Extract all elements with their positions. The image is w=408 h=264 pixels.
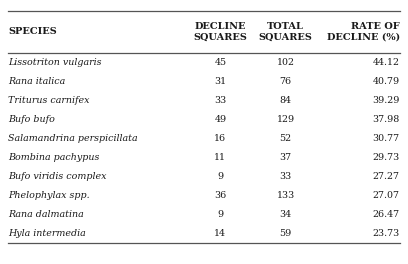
Text: 133: 133: [277, 191, 295, 200]
Text: 36: 36: [214, 191, 226, 200]
Text: Lissotriton vulgaris: Lissotriton vulgaris: [8, 58, 102, 67]
Text: 45: 45: [214, 58, 226, 67]
Text: 27.07: 27.07: [373, 191, 400, 200]
Text: Rana dalmatina: Rana dalmatina: [8, 210, 84, 219]
Text: SPECIES: SPECIES: [8, 27, 57, 36]
Text: 40.79: 40.79: [373, 77, 400, 86]
Text: 102: 102: [277, 58, 295, 67]
Text: Bufo bufo: Bufo bufo: [8, 115, 55, 124]
Text: 26.47: 26.47: [373, 210, 400, 219]
Text: 16: 16: [214, 134, 226, 143]
Text: 37: 37: [279, 153, 292, 162]
Text: 29.73: 29.73: [373, 153, 400, 162]
Text: 9: 9: [217, 210, 224, 219]
Text: 30.77: 30.77: [373, 134, 400, 143]
Text: 34: 34: [279, 210, 292, 219]
Text: Phelophylax spp.: Phelophylax spp.: [8, 191, 90, 200]
Text: Hyla intermedia: Hyla intermedia: [8, 229, 86, 238]
Text: Rana italica: Rana italica: [8, 77, 65, 86]
Text: 59: 59: [279, 229, 292, 238]
Text: 39.29: 39.29: [373, 96, 400, 105]
Text: 23.73: 23.73: [373, 229, 400, 238]
Text: 52: 52: [279, 134, 292, 143]
Text: 49: 49: [214, 115, 226, 124]
Text: 31: 31: [214, 77, 226, 86]
Text: Salamandrina perspicillata: Salamandrina perspicillata: [8, 134, 138, 143]
Text: Bufo viridis complex: Bufo viridis complex: [8, 172, 106, 181]
Text: 44.12: 44.12: [373, 58, 400, 67]
Text: 27.27: 27.27: [373, 172, 400, 181]
Text: 129: 129: [277, 115, 295, 124]
Text: TOTAL
SQUARES: TOTAL SQUARES: [259, 22, 313, 41]
Text: 14: 14: [214, 229, 226, 238]
Text: Triturus carnifex: Triturus carnifex: [8, 96, 90, 105]
Text: DECLINE
SQUARES: DECLINE SQUARES: [193, 22, 247, 41]
Text: 33: 33: [279, 172, 292, 181]
Text: Bombina pachypus: Bombina pachypus: [8, 153, 100, 162]
Text: 33: 33: [214, 96, 226, 105]
Text: RATE OF
DECLINE (%): RATE OF DECLINE (%): [327, 22, 400, 41]
Text: 11: 11: [214, 153, 226, 162]
Text: 76: 76: [279, 77, 292, 86]
Text: 84: 84: [279, 96, 292, 105]
Text: 9: 9: [217, 172, 224, 181]
Text: 37.98: 37.98: [373, 115, 400, 124]
